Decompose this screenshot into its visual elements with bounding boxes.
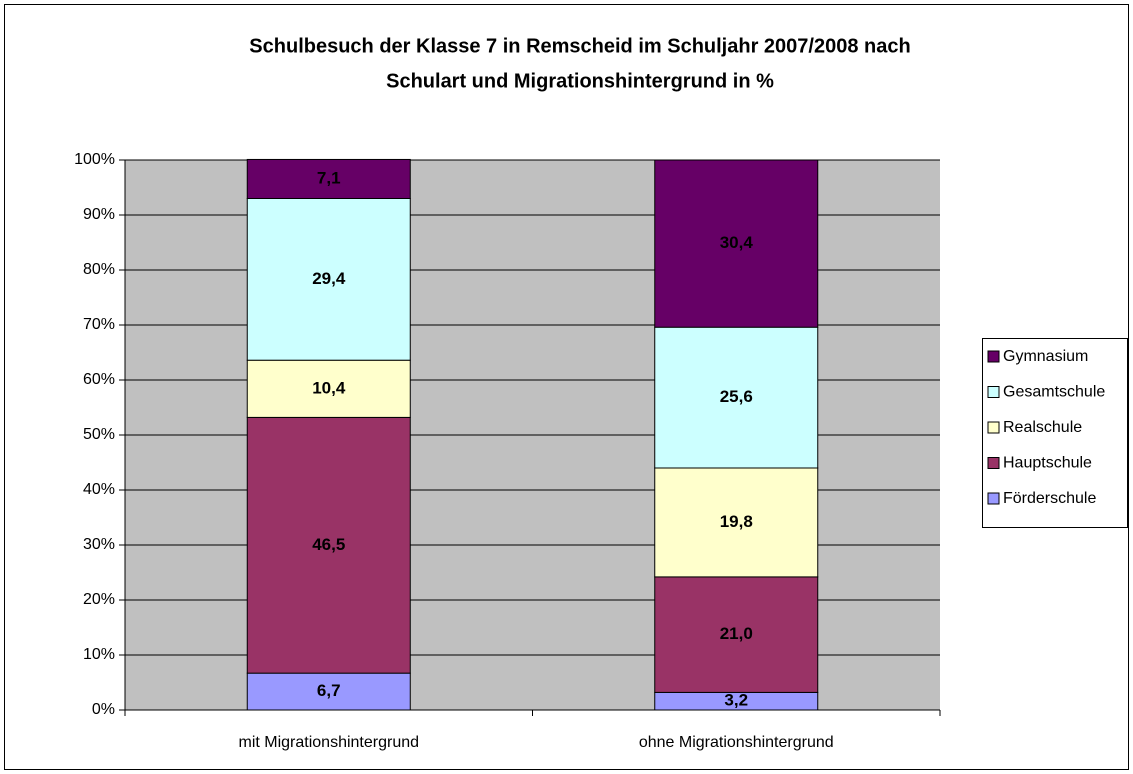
data-label: 10,4 bbox=[312, 378, 346, 397]
data-label: 6,7 bbox=[317, 681, 341, 700]
legend-label: Förderschule bbox=[1003, 490, 1096, 507]
legend-label: Gesamtschule bbox=[1003, 384, 1105, 401]
y-tick-label: 60% bbox=[83, 371, 115, 388]
bar-segment bbox=[654, 326, 819, 469]
legend-swatch bbox=[987, 492, 1000, 505]
data-label: 46,5 bbox=[312, 535, 345, 554]
data-label: 3,2 bbox=[724, 691, 748, 710]
bar-segment bbox=[654, 576, 819, 693]
legend-swatch bbox=[987, 386, 1000, 398]
y-tick-label: 50% bbox=[83, 426, 115, 443]
y-tick-label: 100% bbox=[74, 151, 115, 168]
data-label: 21,0 bbox=[720, 624, 753, 643]
y-tick-label: 0% bbox=[92, 701, 115, 718]
legend-swatch bbox=[987, 350, 1000, 363]
data-label: 25,6 bbox=[720, 387, 753, 406]
y-tick-label: 10% bbox=[83, 646, 115, 663]
x-tick-label: mit Migrationshintergrund bbox=[238, 734, 419, 751]
bar-segment bbox=[246, 416, 411, 674]
legend-label: Hauptschule bbox=[1003, 455, 1092, 472]
legend-swatch bbox=[987, 457, 1000, 469]
data-label: 19,8 bbox=[720, 512, 753, 531]
y-tick-label: 90% bbox=[83, 206, 115, 223]
legend-label: Realschule bbox=[1003, 419, 1082, 436]
legend-label: Gymnasium bbox=[1003, 348, 1088, 365]
bar-segment bbox=[246, 158, 411, 199]
bar-segment bbox=[654, 159, 819, 328]
data-label: 7,1 bbox=[317, 168, 341, 187]
data-label: 29,4 bbox=[312, 269, 346, 288]
y-tick-label: 40% bbox=[83, 481, 115, 498]
legend-box bbox=[982, 338, 1128, 528]
y-tick-label: 80% bbox=[83, 261, 115, 278]
bar-segment bbox=[654, 467, 819, 578]
x-tick-label: ohne Migrationshintergrund bbox=[639, 734, 834, 751]
chart-title: Schulart und Migrationshintergrund in % bbox=[386, 70, 774, 92]
data-label: 30,4 bbox=[720, 233, 754, 252]
bar-segment bbox=[246, 672, 411, 711]
y-tick-label: 70% bbox=[83, 316, 115, 333]
y-tick-label: 20% bbox=[83, 591, 115, 608]
y-tick-label: 30% bbox=[83, 536, 115, 553]
chart-title: Schulbesuch der Klasse 7 in Remscheid im… bbox=[249, 35, 910, 57]
bar-segment bbox=[246, 198, 411, 361]
legend-swatch bbox=[987, 421, 1000, 434]
